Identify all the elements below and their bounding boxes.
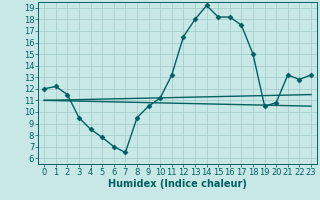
X-axis label: Humidex (Indice chaleur): Humidex (Indice chaleur) [108, 179, 247, 189]
